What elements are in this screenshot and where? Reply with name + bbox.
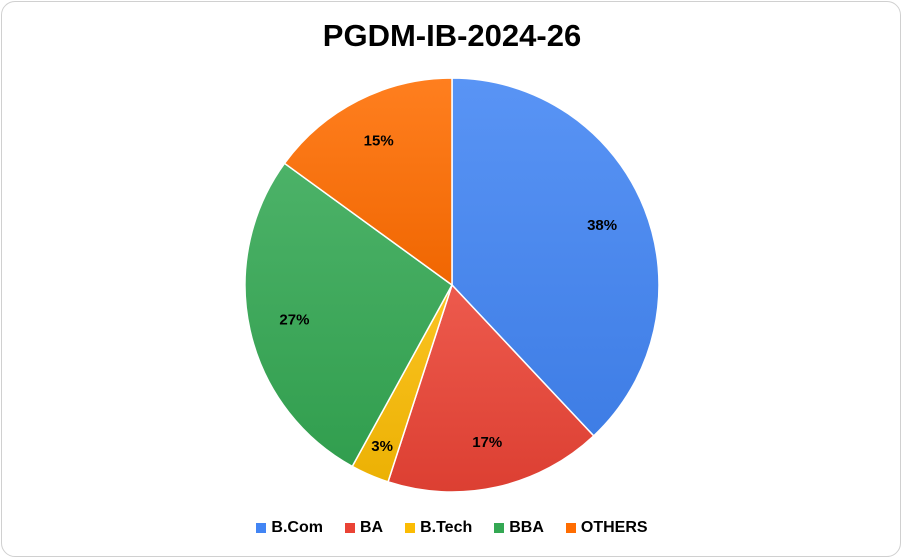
legend-label: B.Com [271, 519, 323, 536]
legend: B.Com BA B.Tech BBA OTHERS [0, 519, 904, 537]
legend-item-others: OTHERS [565, 519, 648, 537]
data-label-bba: 27% [279, 312, 309, 329]
legend-label: BA [359, 519, 384, 536]
legend-item-b-com: B.Com [256, 519, 323, 537]
legend-swatch [565, 523, 576, 533]
legend-item-ba: BA [344, 519, 384, 537]
legend-swatch [256, 523, 267, 533]
legend-label: BBA [509, 519, 544, 536]
data-label-others: 15% [364, 133, 394, 150]
data-label-ba: 17% [472, 434, 502, 451]
legend-label: OTHERS [580, 519, 648, 536]
legend-swatch [494, 523, 505, 533]
pie-slice-b-com [451, 77, 660, 437]
data-label-b-com: 38% [587, 217, 617, 234]
pie-slice-others [283, 77, 453, 287]
pie-slice-bba [244, 162, 453, 468]
pie-slice-ba [387, 283, 595, 493]
data-label-b-tech: 3% [371, 438, 393, 455]
legend-item-b-tech: B.Tech [405, 519, 472, 537]
legend-swatch [405, 523, 416, 533]
chart-title: PGDM-IB-2024-26 [322, 18, 582, 53]
legend-swatch [344, 523, 355, 533]
legend-item-bba: BBA [494, 519, 544, 537]
legend-label: B.Tech [420, 519, 473, 536]
